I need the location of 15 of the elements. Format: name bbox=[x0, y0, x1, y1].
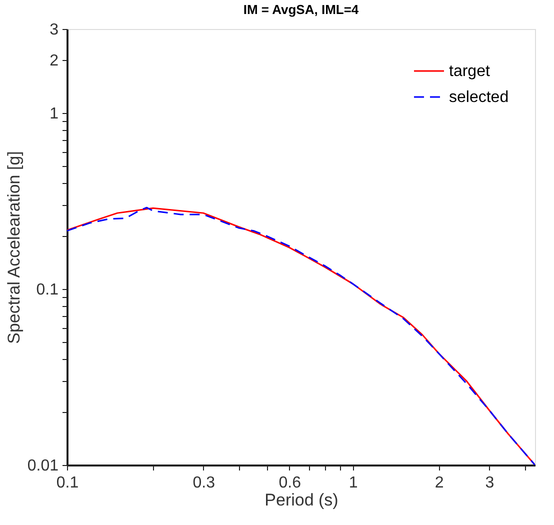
y-tick-label: 3 bbox=[50, 22, 59, 38]
y-tick-label: 0.01 bbox=[27, 458, 59, 474]
y-tick-label: 0.1 bbox=[36, 281, 59, 298]
x-tick-label: 2 bbox=[434, 474, 444, 492]
y-axis-title: Spectral Accelearation [g] bbox=[4, 151, 24, 344]
y-tick-label: 1 bbox=[50, 105, 59, 122]
legend-label: selected bbox=[449, 89, 509, 106]
chart-title: IM = AvgSA, IML=4 bbox=[243, 2, 360, 17]
x-tick-label: 3 bbox=[485, 474, 494, 492]
legend-label: target bbox=[449, 63, 490, 80]
x-tick-label: 0.3 bbox=[192, 474, 216, 492]
x-axis-title: Period (s) bbox=[264, 490, 338, 510]
x-tick-label: 0.6 bbox=[278, 474, 302, 492]
x-tick-label: 1 bbox=[348, 474, 358, 492]
y-tick-label: 2 bbox=[50, 52, 59, 70]
